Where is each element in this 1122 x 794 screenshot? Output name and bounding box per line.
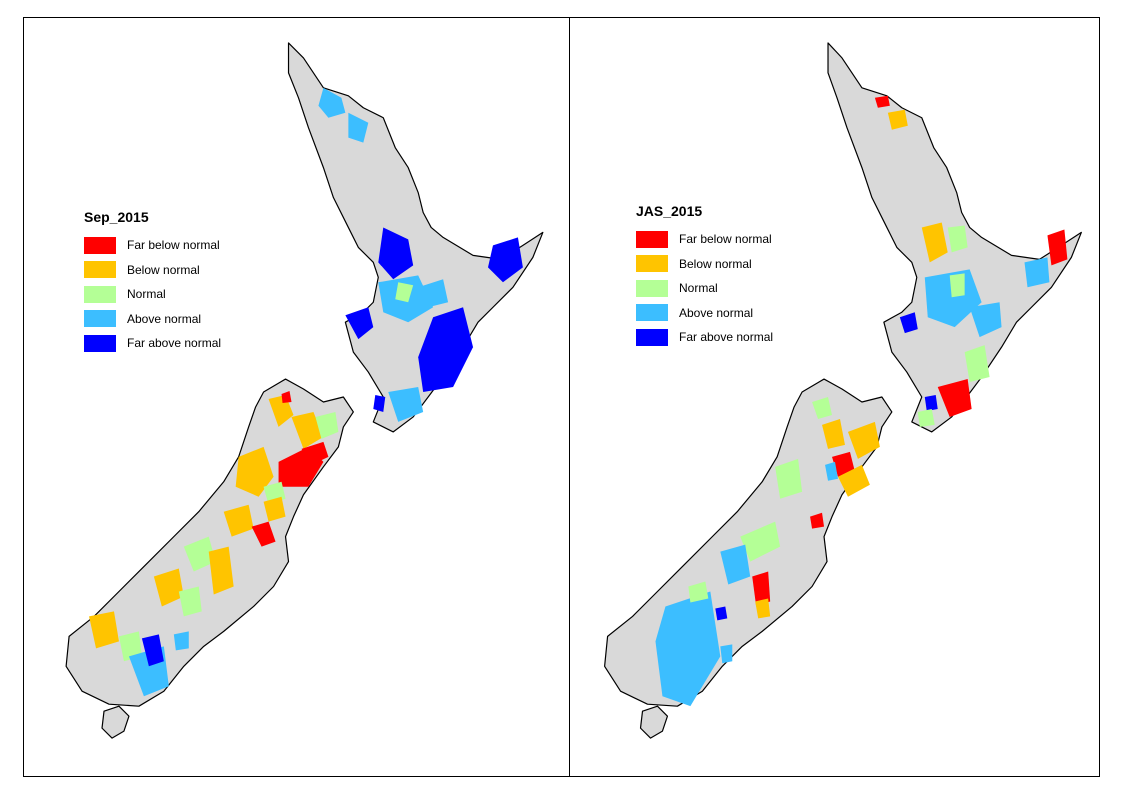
legend-item-below: Below normal bbox=[636, 252, 773, 277]
legend-label-far-above: Far above normal bbox=[679, 330, 774, 345]
legend-swatch-normal bbox=[84, 285, 116, 303]
region-mid-below-2 bbox=[153, 568, 184, 607]
legend-sep-2015: Sep_2015 Far below normal Below normal N… bbox=[84, 209, 221, 356]
legend-swatch-normal bbox=[636, 279, 668, 297]
region-marlborough-below bbox=[291, 411, 324, 449]
region-mid-normal bbox=[740, 521, 781, 562]
legend-swatch-far-above bbox=[84, 334, 116, 352]
map-panel-jas-2015: JAS_2015 Far below normal Below normal N… bbox=[570, 18, 1099, 776]
stewart-island bbox=[639, 705, 669, 739]
region-nelson-red bbox=[281, 391, 292, 403]
legend-item-above: Above normal bbox=[84, 307, 221, 332]
legend-item-normal: Normal bbox=[84, 282, 221, 307]
legend-swatch-below bbox=[84, 261, 116, 279]
legend-label-normal: Normal bbox=[127, 287, 166, 302]
region-bop-above bbox=[1024, 257, 1050, 288]
region-canterbury-red-2 bbox=[301, 441, 329, 465]
region-mid-normal-2 bbox=[178, 586, 202, 617]
region-canterbury-below bbox=[223, 504, 254, 537]
region-north-red bbox=[874, 95, 890, 108]
region-taranaki-far-above bbox=[899, 312, 918, 334]
region-southland-normal bbox=[118, 631, 142, 662]
map-title-sep-2015: Sep_2015 bbox=[84, 209, 149, 225]
legend-swatch-far-below bbox=[84, 236, 116, 254]
nz-map-jas-2015 bbox=[604, 42, 1082, 739]
legend-item-far-above: Far above normal bbox=[636, 325, 773, 350]
region-mid-above bbox=[720, 544, 751, 585]
region-wellington-normal bbox=[917, 408, 935, 427]
region-canterbury-below bbox=[837, 464, 870, 497]
region-north-below bbox=[887, 109, 908, 130]
region-otago-above-2 bbox=[720, 644, 733, 664]
legend-label-below: Below normal bbox=[679, 256, 752, 271]
stewart-island bbox=[101, 705, 130, 739]
region-hawkes-normal bbox=[964, 345, 990, 383]
region-central-normal bbox=[949, 273, 965, 298]
region-taranaki-far-above bbox=[345, 307, 374, 340]
legend-label-far-below: Far below normal bbox=[679, 232, 772, 247]
region-canterbury-red-3 bbox=[251, 521, 276, 547]
region-wairarapa-red bbox=[937, 379, 972, 417]
region-canterbury-red-2 bbox=[810, 512, 825, 529]
region-mid-below bbox=[755, 598, 771, 619]
region-fiordland-below bbox=[89, 611, 119, 649]
legend-item-normal: Normal bbox=[636, 276, 773, 301]
nz-map-sep-2015 bbox=[65, 42, 544, 739]
region-canterbury-above bbox=[825, 461, 838, 481]
legend-label-normal: Normal bbox=[679, 281, 718, 296]
region-otago-above bbox=[173, 631, 189, 651]
legend-item-below: Below normal bbox=[84, 258, 221, 283]
region-southland-normal bbox=[688, 581, 709, 603]
region-north-above-2 bbox=[348, 112, 369, 143]
region-nelson-below bbox=[268, 395, 294, 427]
legend-label-below: Below normal bbox=[127, 262, 200, 277]
legend-swatch-below bbox=[636, 255, 668, 273]
region-north-above bbox=[318, 87, 346, 118]
region-wellington-far-above bbox=[373, 395, 386, 412]
legend-item-far-above: Far above normal bbox=[84, 331, 221, 356]
map-title-jas-2015: JAS_2015 bbox=[636, 203, 703, 219]
region-waikato-normal bbox=[947, 225, 968, 253]
region-east-far-above bbox=[418, 307, 474, 393]
region-waikato-below bbox=[921, 222, 948, 263]
region-wellington-above bbox=[388, 387, 424, 422]
legend-swatch-far-above bbox=[636, 328, 668, 346]
legend-item-far-below: Far below normal bbox=[84, 233, 221, 258]
region-wellington-far-above bbox=[924, 395, 938, 411]
region-hawkes-above bbox=[969, 302, 1002, 338]
legend-item-far-below: Far below normal bbox=[636, 227, 773, 252]
region-east-red bbox=[1047, 229, 1068, 266]
map-panel-sep-2015: Sep_2015 Far below normal Below normal N… bbox=[24, 18, 570, 776]
region-canterbury-below-2 bbox=[263, 496, 286, 522]
legend-jas-2015: JAS_2015 Far below normal Below normal N… bbox=[636, 203, 773, 350]
region-mid-below bbox=[208, 546, 234, 595]
legend-label-above: Above normal bbox=[127, 311, 202, 326]
region-nelson-normal bbox=[812, 397, 833, 419]
region-marlborough-red bbox=[832, 451, 855, 477]
region-otago-far-above bbox=[715, 606, 728, 621]
region-otago-above bbox=[655, 591, 721, 707]
region-waikato-far-above bbox=[378, 227, 414, 280]
region-bop-far-above bbox=[487, 237, 523, 283]
region-taupo-above bbox=[418, 279, 449, 308]
region-nelson-below bbox=[822, 418, 845, 449]
legend-label-above: Above normal bbox=[679, 305, 754, 320]
region-marlborough-below bbox=[847, 421, 880, 459]
map-frame: Sep_2015 Far below normal Below normal N… bbox=[23, 17, 1100, 777]
region-otago-far-above bbox=[141, 634, 164, 667]
region-mid-normal bbox=[183, 536, 216, 572]
legend-item-above: Above normal bbox=[636, 301, 773, 326]
region-central-normal bbox=[395, 282, 414, 303]
region-westcoast-normal bbox=[775, 458, 803, 499]
legend-label-far-below: Far below normal bbox=[127, 238, 220, 253]
legend-label-far-above: Far above normal bbox=[127, 336, 222, 351]
region-central-above bbox=[924, 269, 982, 328]
legend-swatch-above bbox=[84, 310, 116, 328]
legend-swatch-far-below bbox=[636, 230, 668, 248]
region-westcoast-below bbox=[235, 446, 274, 497]
region-marlborough-normal bbox=[315, 411, 339, 439]
legend-swatch-above bbox=[636, 304, 668, 322]
region-mid-red bbox=[752, 571, 771, 607]
